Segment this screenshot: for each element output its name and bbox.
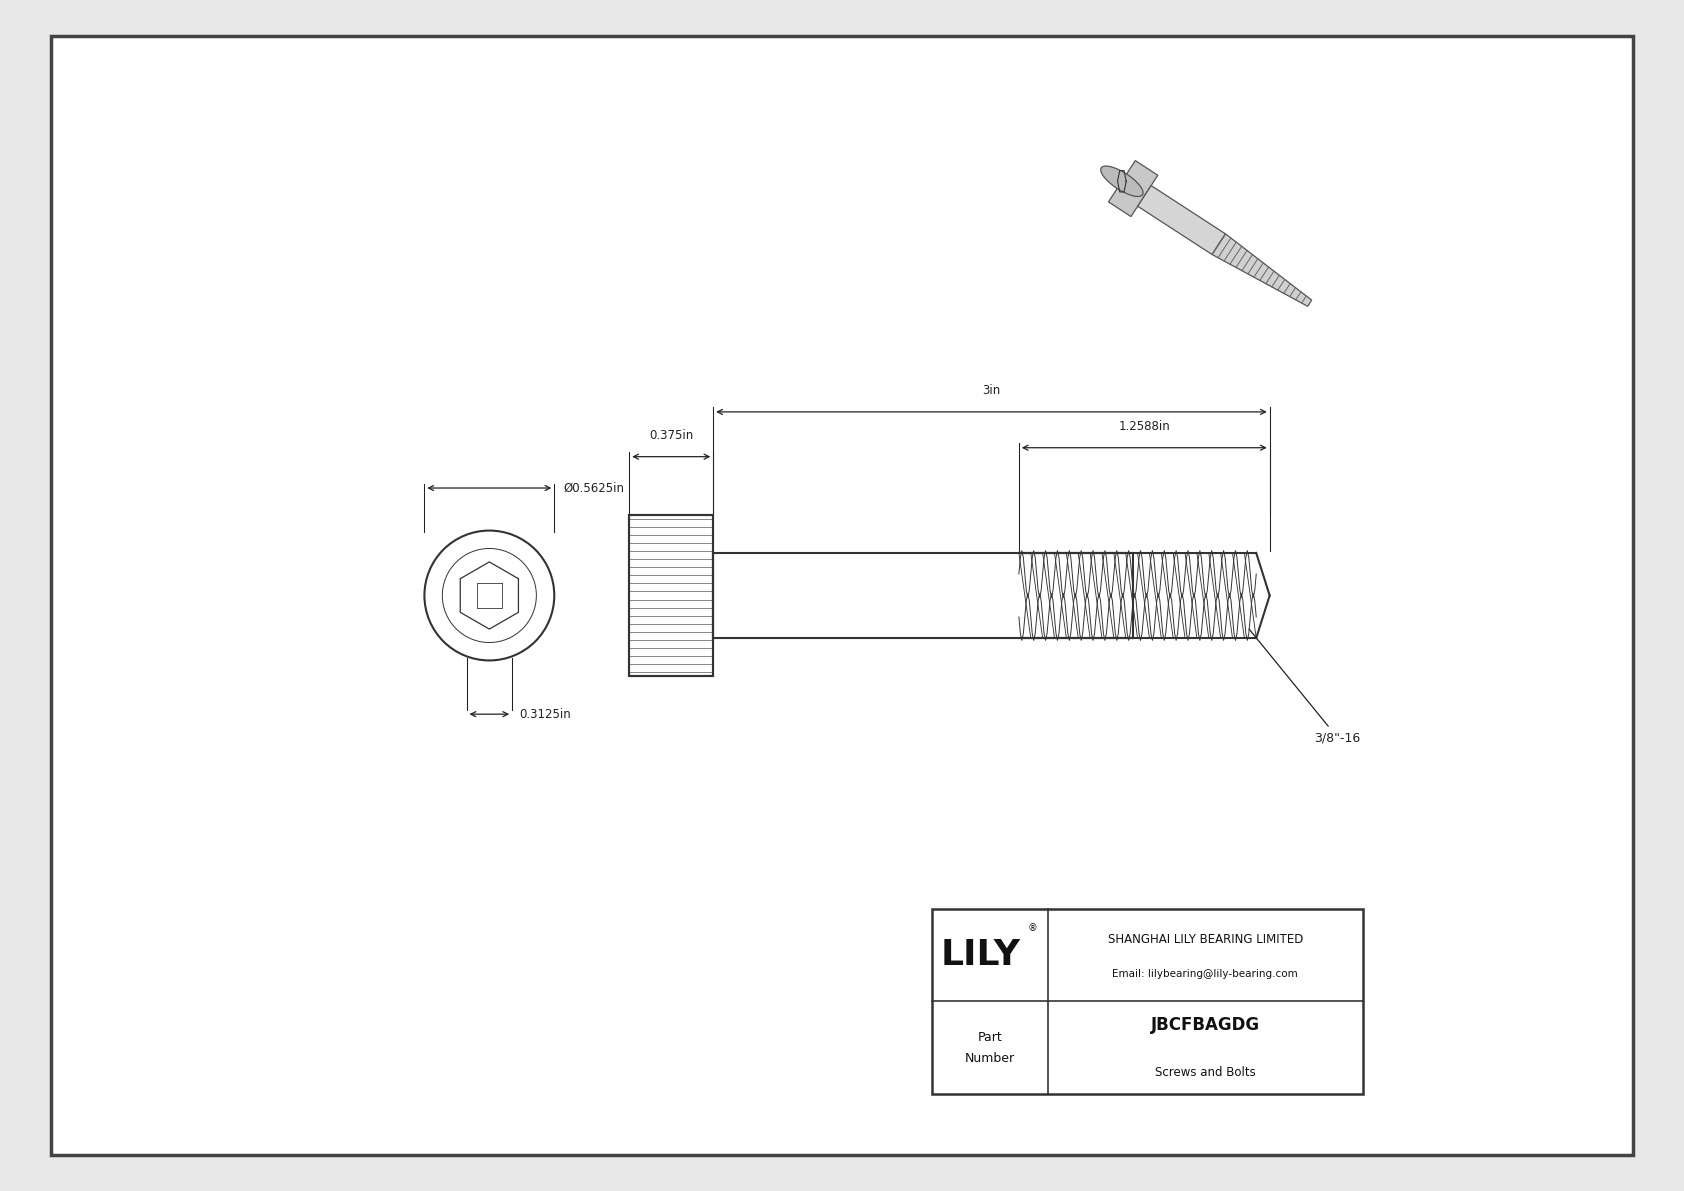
- Ellipse shape: [1101, 166, 1143, 197]
- Bar: [714, 553, 1133, 638]
- Text: ®: ®: [1027, 923, 1037, 934]
- Polygon shape: [1108, 161, 1159, 217]
- Bar: [630, 515, 714, 676]
- Text: SHANGHAI LILY BEARING LIMITED: SHANGHAI LILY BEARING LIMITED: [1108, 933, 1303, 946]
- Text: JBCFBAGDG: JBCFBAGDG: [1150, 1016, 1260, 1034]
- Bar: [931, 909, 1362, 1093]
- Text: Screws and Bolts: Screws and Bolts: [1155, 1066, 1256, 1079]
- Polygon shape: [1138, 186, 1226, 255]
- Text: Ø0.5625in: Ø0.5625in: [562, 481, 625, 494]
- Text: 3/8"-16: 3/8"-16: [1250, 629, 1361, 744]
- Text: 3in: 3in: [982, 385, 1000, 398]
- Text: 1.2588in: 1.2588in: [1118, 420, 1170, 434]
- Text: 0.3125in: 0.3125in: [519, 707, 571, 721]
- Text: LILY: LILY: [941, 939, 1021, 972]
- Polygon shape: [1212, 233, 1312, 306]
- Bar: [630, 515, 714, 676]
- Text: 0.375in: 0.375in: [648, 429, 694, 442]
- Text: Email: lilybearing@lily-bearing.com: Email: lilybearing@lily-bearing.com: [1113, 968, 1298, 979]
- Text: Part
Number: Part Number: [965, 1030, 1015, 1065]
